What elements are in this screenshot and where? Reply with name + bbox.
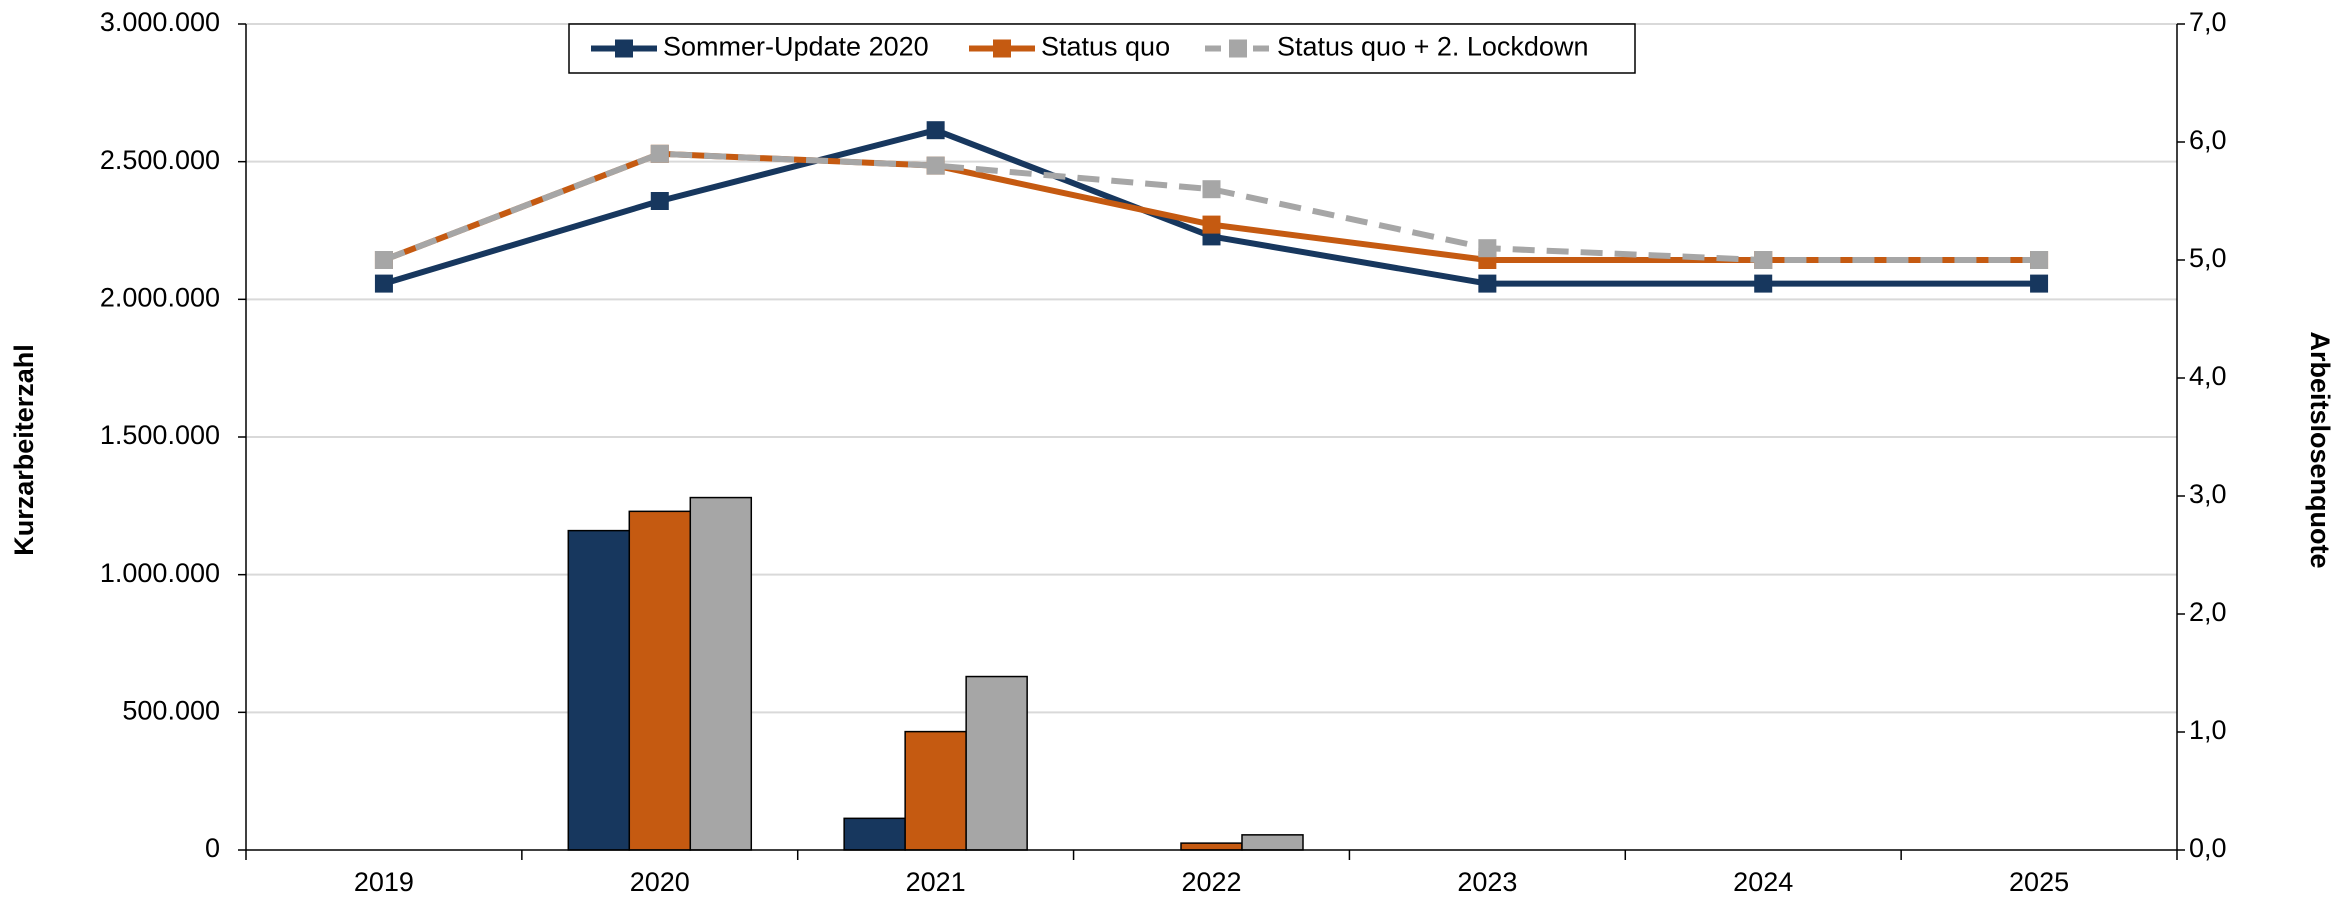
y2-tick-label: 2,0 (2189, 597, 2227, 627)
marker (1478, 274, 1497, 293)
x-tick-label: 2022 (1181, 867, 1241, 897)
bar (628, 510, 692, 851)
legend-marker (993, 39, 1011, 58)
x-tick-label: 2021 (906, 867, 966, 897)
y2-tick-label: 1,0 (2189, 715, 2227, 745)
marker (2030, 274, 2049, 293)
y2-tick-label: 6,0 (2189, 125, 2227, 155)
bar (1241, 834, 1304, 851)
marker (374, 251, 393, 269)
marker (1754, 251, 1773, 269)
y-tick-label: 3.000.000 (100, 7, 220, 37)
y2-axis-label: Arbeitslosenquote (2305, 331, 2335, 568)
y2-tick-label: 3,0 (2189, 479, 2227, 509)
marker (926, 121, 945, 140)
x-tick-label: 2020 (630, 867, 690, 897)
marker (1202, 215, 1221, 234)
x-tick-label: 2024 (1733, 867, 1793, 897)
y-axis-label: Kurzarbeiterzahl (9, 344, 39, 556)
x-tick-label: 2019 (354, 867, 414, 897)
marker (1754, 274, 1773, 293)
bar (567, 529, 631, 851)
legend-box (568, 23, 1636, 74)
y-tick-label: 2.500.000 (100, 145, 220, 175)
y-tick-label: 2.000.000 (100, 282, 220, 312)
legend-marker (615, 39, 633, 58)
bar (965, 675, 1028, 851)
marker (1478, 239, 1497, 258)
bar (904, 730, 967, 851)
bar (689, 496, 753, 851)
legend-marker (1229, 39, 1247, 58)
marker (650, 192, 669, 210)
y-tick-label: 500.000 (122, 695, 220, 725)
marker (374, 274, 393, 293)
legend-label: Status quo + 2. Lockdown (1277, 32, 1588, 62)
bar (1180, 842, 1243, 851)
y2-tick-label: 0,0 (2189, 833, 2227, 863)
marker (2030, 251, 2049, 269)
x-tick-label: 2025 (2009, 867, 2069, 897)
x-tick-label: 2023 (1457, 867, 1517, 897)
legend-label: Status quo (1041, 32, 1170, 62)
y-tick-label: 0 (205, 833, 220, 863)
y2-tick-label: 7,0 (2189, 7, 2227, 37)
y2-tick-label: 4,0 (2189, 361, 2227, 391)
legend-label: Sommer-Update 2020 (663, 32, 929, 62)
bar (843, 817, 906, 851)
marker (650, 144, 669, 163)
y-tick-label: 1.500.000 (100, 420, 220, 450)
y2-tick-label: 5,0 (2189, 243, 2227, 273)
marker (926, 156, 945, 175)
y-tick-label: 1.000.000 (100, 558, 220, 588)
marker (1202, 180, 1221, 199)
